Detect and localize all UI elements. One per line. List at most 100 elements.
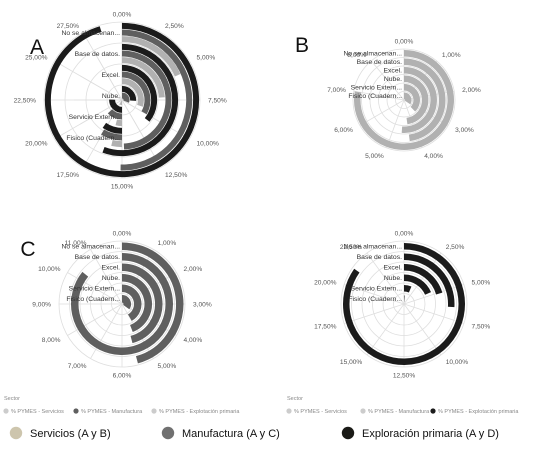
category-label: Servicio Extern...: [69, 286, 120, 293]
grid-spoke: [359, 99, 405, 126]
category-label: Excel.: [383, 265, 402, 272]
bar-servicios-2[interactable]: [121, 78, 144, 107]
grid-spoke: [82, 32, 147, 142]
tick-label: 5,00%: [197, 54, 216, 61]
key-label: Servicios (A y B): [30, 428, 111, 440]
bar-manufactura-4[interactable]: [121, 284, 142, 321]
tick-label: 1,00%: [158, 240, 177, 247]
category-label: Excel.: [101, 265, 120, 272]
category-label: No se almacenan...: [61, 30, 120, 37]
bar-manufactura-4[interactable]: [107, 109, 123, 120]
bar-exploracion-3[interactable]: [403, 274, 432, 295]
tick-label: 4,00%: [184, 337, 203, 344]
bar-exploracion-0[interactable]: [44, 22, 200, 178]
bar-servicios-1[interactable]: [403, 58, 446, 142]
legend-entry[interactable]: % PYMES - Manufactura: [81, 409, 143, 415]
bar-exploracion-0[interactable]: [343, 243, 465, 365]
bar-manufactura-2[interactable]: [121, 71, 151, 115]
category-label: Servicio Extern...: [69, 114, 120, 121]
tick-label: 12,50%: [393, 372, 416, 379]
tick-label: 2,00%: [462, 87, 481, 94]
legend-left: Sector % PYMES - Servicios % PYMES - Manuf…: [3, 396, 240, 415]
legend-title: Sector: [287, 396, 303, 402]
category-label: No se almacenan...: [343, 244, 402, 251]
legend-entry[interactable]: % PYMES - Servicios: [11, 409, 64, 415]
grid-spoke: [353, 90, 405, 101]
bar-servicios-2[interactable]: [401, 67, 437, 133]
bar-manufactura-0[interactable]: [121, 242, 184, 364]
bar-exploracion-3[interactable]: [121, 85, 137, 101]
category-label: Nube.: [102, 93, 120, 100]
tick-label: 0,00%: [395, 230, 414, 237]
legend-marker[interactable]: [430, 408, 436, 414]
grid-spoke: [90, 249, 123, 305]
bar-exploracion-4[interactable]: [403, 285, 412, 293]
category-label: No se almacenan...: [343, 51, 402, 58]
tick-label: 5,00%: [158, 363, 177, 370]
grid-spoke: [366, 252, 405, 305]
bar-manufactura-0[interactable]: [120, 29, 193, 171]
legend-entry[interactable]: % PYMES - Servicios: [294, 409, 347, 415]
bar-servicios-4[interactable]: [403, 84, 420, 112]
bar-servicios-0[interactable]: [354, 50, 454, 150]
legend-right: Sector % PYMES - Servicios % PYMES - Manuf…: [286, 396, 519, 415]
legend-entry[interactable]: % PYMES - Manufactura: [368, 409, 430, 415]
category-label: Fisico (Cuadern...: [348, 93, 402, 100]
bar-manufactura-2[interactable]: [121, 263, 163, 344]
bar-exploracion-2[interactable]: [403, 264, 443, 295]
radial-chart-d: 0,00% 2,50% 5,00% 7,50% 10,00% 12,50% 15,00% 17…: [314, 230, 490, 379]
legend-marker[interactable]: [73, 408, 79, 414]
category-label: Base de datos.: [75, 254, 120, 261]
bar-exploracion-1[interactable]: [403, 253, 455, 308]
tick-label: 3,00%: [193, 301, 212, 308]
tick-label: 20,00%: [25, 140, 48, 147]
tick-label: 7,50%: [472, 323, 491, 330]
grid-spoke: [343, 284, 405, 305]
tick-label: 3,00%: [455, 127, 474, 134]
bar-manufactura-1[interactable]: [121, 50, 172, 150]
bar-exploracion-2[interactable]: [121, 64, 158, 122]
bar-servicios-5[interactable]: [403, 92, 412, 105]
bar-servicios-5[interactable]: [111, 139, 123, 148]
tick-label: 7,00%: [327, 87, 346, 94]
category-label: Base de datos.: [357, 254, 402, 261]
tick-label: 6,00%: [113, 372, 132, 379]
grid-spoke: [366, 303, 405, 356]
tick-label: 25,00%: [25, 54, 48, 61]
bar-manufactura-5[interactable]: [121, 295, 131, 310]
bar-exploracion-1[interactable]: [102, 43, 179, 157]
bar-manufactura-3[interactable]: [121, 274, 152, 333]
tick-label: 17,50%: [57, 172, 80, 179]
tick-label: 1,00%: [442, 52, 461, 59]
bar-manufactura-5[interactable]: [101, 129, 123, 141]
radial-chart-a: 0,00% 2,50% 5,00% 7,50% 10,00% 12,50% 15,00% 17…: [14, 11, 227, 190]
panel-label: C: [20, 238, 35, 261]
legend-marker[interactable]: [151, 408, 157, 414]
bar-manufactura-1[interactable]: [71, 253, 173, 355]
grid-spoke: [370, 60, 405, 101]
category-label: Excel.: [101, 72, 120, 79]
legend-marker[interactable]: [286, 408, 292, 414]
grid-spoke: [403, 303, 442, 356]
legend-entry[interactable]: % PYMES - Explotación primaria: [159, 409, 240, 415]
category-label: Nube.: [384, 275, 402, 282]
tick-label: 7,50%: [208, 97, 227, 104]
tick-label: 10,00%: [38, 266, 61, 273]
legend-marker[interactable]: [360, 408, 366, 414]
bar-exploracion-4[interactable]: [109, 99, 123, 113]
category-label: Nube.: [384, 76, 402, 83]
category-label: Fisico (Cuadern...: [66, 296, 120, 303]
bar-manufactura-3[interactable]: [121, 92, 130, 103]
panel-label: A: [30, 36, 44, 59]
bar-servicios-0[interactable]: [121, 36, 181, 77]
key-swatch: [341, 426, 355, 440]
bar-exploracion-5[interactable]: [102, 122, 123, 134]
bar-servicios-3[interactable]: [403, 75, 429, 125]
grid-spoke: [403, 99, 449, 126]
legend-marker[interactable]: [3, 408, 9, 414]
category-label: Nube.: [102, 275, 120, 282]
bar-servicios-1[interactable]: [121, 57, 165, 98]
legend-entry[interactable]: % PYMES - Explotación primaria: [438, 409, 519, 415]
grid-spoke: [121, 303, 177, 336]
bar-servicios-4[interactable]: [115, 119, 123, 127]
